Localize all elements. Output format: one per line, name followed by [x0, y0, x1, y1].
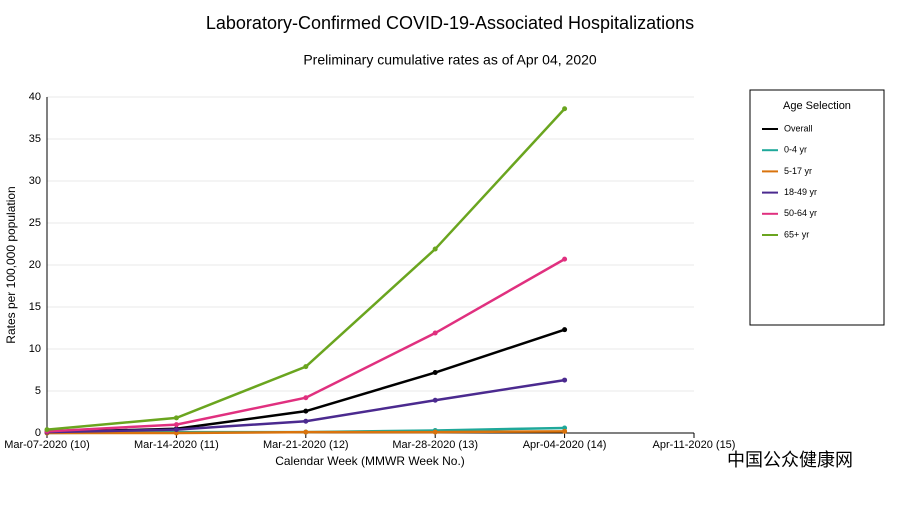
- chart-title: Laboratory-Confirmed COVID-19-Associated…: [206, 13, 694, 33]
- series-line: [46, 107, 566, 431]
- x-tick-label: Mar-28-2020 (13): [392, 439, 478, 451]
- point: [44, 427, 50, 433]
- x-tick-label: Apr-11-2020 (15): [653, 439, 736, 451]
- point: [303, 429, 309, 435]
- point: [173, 422, 179, 428]
- point: [303, 408, 309, 414]
- legend-label: 0-4 yr: [784, 145, 807, 155]
- legend-label: Overall: [784, 123, 813, 133]
- legend-label: 65+ yr: [784, 229, 809, 239]
- point: [303, 418, 309, 424]
- y-tick-label: 0: [35, 427, 41, 439]
- x-tick-label: Mar-07-2020 (10): [4, 439, 90, 451]
- y-tick-label: 10: [29, 343, 41, 355]
- point: [173, 415, 179, 421]
- series-line: [46, 258, 566, 433]
- point: [303, 395, 309, 401]
- point: [562, 327, 568, 333]
- y-tick-label: 5: [35, 385, 41, 397]
- point: [562, 377, 568, 383]
- y-axis-label: Rates per 100,000 population: [4, 186, 18, 343]
- series-line: [46, 378, 565, 434]
- point: [432, 397, 438, 403]
- point: [562, 106, 568, 112]
- legend-label: 50-64 yr: [784, 208, 817, 218]
- point: [173, 427, 179, 433]
- x-tick-label: Mar-14-2020 (11): [134, 439, 219, 451]
- legend-title: Age Selection: [783, 100, 851, 112]
- x-tick-label: Apr-04-2020 (14): [523, 439, 607, 451]
- x-axis-label: Calendar Week (MMWR Week No.): [275, 454, 465, 468]
- y-tick-label: 40: [29, 91, 41, 103]
- y-tick-label: 25: [29, 217, 41, 229]
- x-tick-label: Mar-21-2020 (12): [263, 439, 349, 451]
- legend-label: 5-17 yr: [784, 166, 812, 176]
- series-line: [46, 328, 565, 434]
- y-tick-label: 35: [29, 133, 41, 145]
- point: [562, 256, 568, 262]
- watermark: 中国公众健康网: [727, 450, 853, 470]
- point: [303, 364, 309, 370]
- chart-subtitle: Preliminary cumulative rates as of Apr 0…: [303, 52, 597, 68]
- y-tick-label: 30: [29, 175, 41, 187]
- y-tick-label: 15: [29, 301, 41, 313]
- y-tick-label: 20: [29, 259, 41, 271]
- point: [432, 370, 438, 376]
- point: [562, 428, 568, 434]
- point: [432, 246, 438, 252]
- legend-label: 18-49 yr: [784, 187, 817, 197]
- point: [432, 429, 438, 435]
- point: [432, 330, 438, 336]
